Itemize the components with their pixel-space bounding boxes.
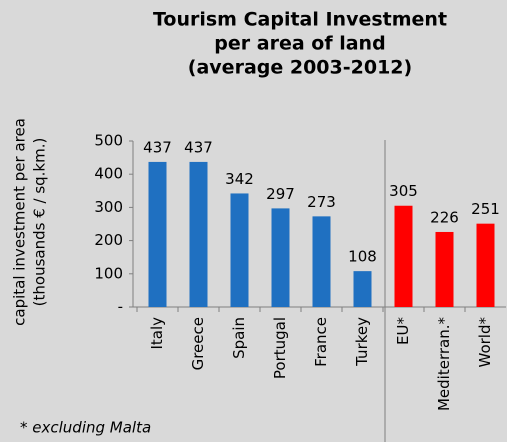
data-label: 297 — [266, 185, 295, 203]
y-tick-label: 400 — [94, 165, 123, 183]
x-tick-label: Mediterran.* — [435, 317, 453, 412]
y-tick-label: 500 — [94, 132, 123, 150]
y-tick-label: - — [118, 298, 123, 316]
bar — [230, 193, 249, 307]
footnote: * excluding Malta — [20, 419, 151, 437]
bar — [189, 161, 208, 307]
x-tick-label: EU* — [394, 317, 412, 345]
bar — [353, 271, 372, 307]
y-axis-label: (thousands € / sq.km.) — [31, 138, 49, 307]
data-label: 342 — [225, 170, 254, 188]
chart-title: per area of land — [214, 33, 385, 55]
bar — [394, 205, 413, 307]
data-label: 226 — [430, 208, 459, 226]
bar — [476, 223, 495, 307]
x-tick-label: World* — [476, 317, 494, 368]
x-tick-label: Italy — [148, 317, 166, 350]
bar — [312, 216, 331, 307]
x-tick-label: France — [312, 317, 330, 367]
data-label: 437 — [143, 138, 172, 156]
x-tick-label: Greece — [189, 317, 207, 370]
chart-title: (average 2003-2012) — [188, 57, 412, 79]
data-label: 437 — [184, 138, 213, 156]
y-tick-label: 300 — [94, 198, 123, 216]
chart-title: Tourism Capital Investment — [153, 9, 447, 31]
data-label: 305 — [389, 182, 418, 200]
x-tick-label: Turkey — [353, 317, 371, 367]
data-label: 273 — [307, 193, 336, 211]
bar — [435, 231, 454, 307]
x-tick-label: Portugal — [271, 317, 289, 379]
bar — [271, 208, 290, 307]
y-axis-label: capital investment per area — [11, 118, 29, 326]
bar — [148, 161, 167, 307]
data-label: 251 — [471, 200, 500, 218]
y-tick-label: 200 — [94, 231, 123, 249]
x-tick-label: Spain — [230, 317, 248, 359]
y-tick-label: 100 — [94, 264, 123, 282]
data-label: 108 — [348, 248, 377, 266]
